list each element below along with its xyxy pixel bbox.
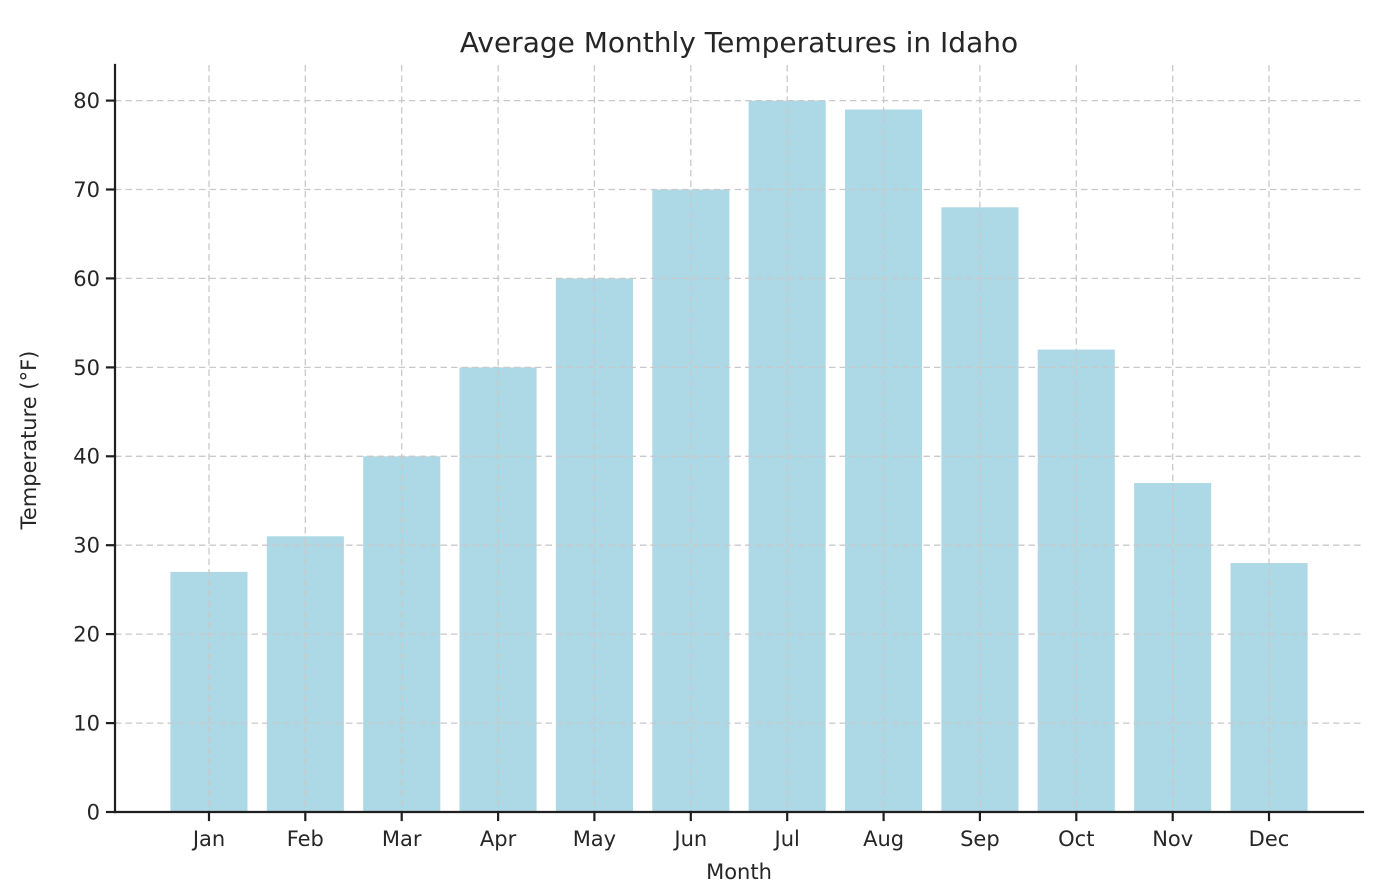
x-tick-label-oct: Oct bbox=[1058, 827, 1094, 851]
y-tick-label-40: 40 bbox=[73, 445, 100, 469]
tick-labels: 0 10 20 30 40 50 60 70 80 Jan Feb Mar Apr May Jun Jul Au… bbox=[73, 89, 1289, 851]
axis-ticks bbox=[105, 99, 1271, 822]
y-tick-label-0: 0 bbox=[87, 800, 100, 824]
bar-jan bbox=[170, 571, 248, 812]
y-tick-label-50: 50 bbox=[73, 356, 100, 380]
chart-title: Average Monthly Temperatures in Idaho bbox=[460, 26, 1018, 59]
y-tick-label-80: 80 bbox=[73, 89, 100, 113]
x-axis-label: Month bbox=[706, 860, 772, 884]
x-tick-label-may: May bbox=[573, 827, 616, 851]
x-tick-label-aug: Aug bbox=[863, 827, 904, 851]
x-tick-label-mar: Mar bbox=[382, 827, 422, 851]
x-tick-label-dec: Dec bbox=[1249, 827, 1290, 851]
y-tick-label-10: 10 bbox=[73, 711, 100, 735]
x-tick-label-jan: Jan bbox=[191, 827, 225, 851]
y-tick-label-30: 30 bbox=[73, 534, 100, 558]
x-tick-label-jun: Jun bbox=[672, 827, 707, 851]
x-tick-label-feb: Feb bbox=[287, 827, 324, 851]
y-axis-label: Temperature (°F) bbox=[17, 351, 41, 531]
y-tick-label-60: 60 bbox=[73, 267, 100, 291]
y-tick-label-70: 70 bbox=[73, 178, 100, 202]
y-tick-label-20: 20 bbox=[73, 622, 100, 646]
x-tick-label-jul: Jul bbox=[773, 827, 800, 851]
x-tick-label-nov: Nov bbox=[1152, 827, 1193, 851]
x-tick-label-apr: Apr bbox=[480, 827, 517, 851]
x-tick-label-sep: Sep bbox=[960, 827, 1000, 851]
